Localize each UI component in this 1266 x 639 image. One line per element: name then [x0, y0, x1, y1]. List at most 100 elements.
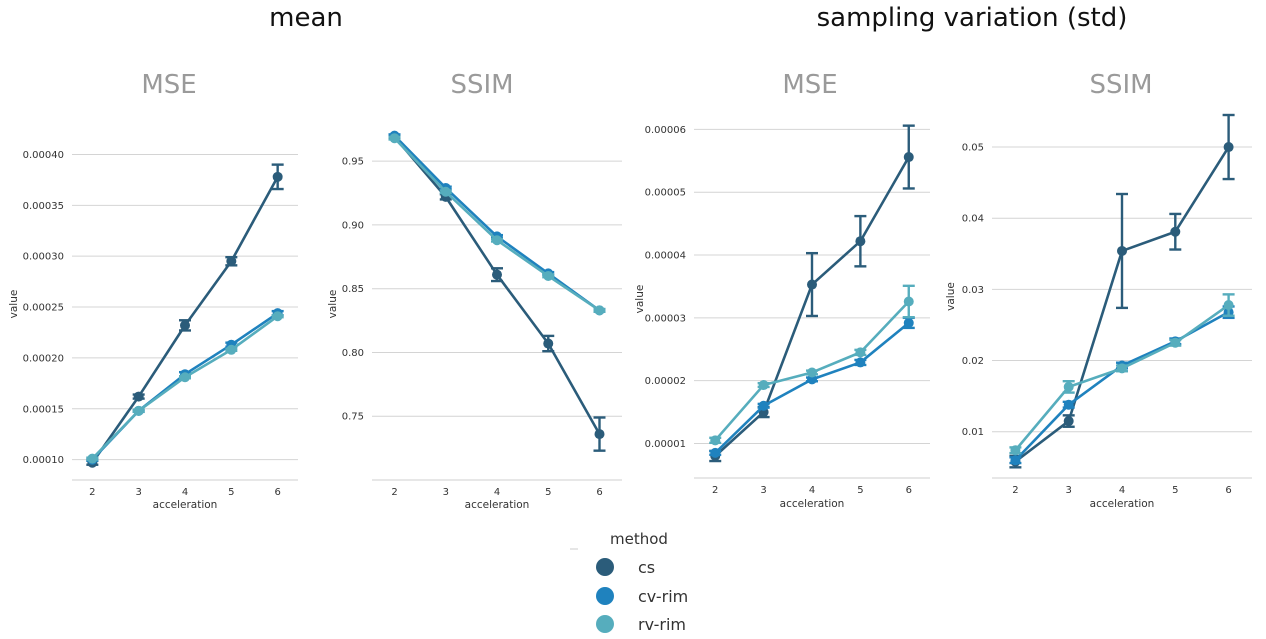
data-point-cs: [1117, 245, 1127, 256]
data-point-cs: [543, 338, 554, 349]
y-tick-label: 0.90: [342, 220, 364, 231]
data-point-cs: [226, 256, 237, 267]
series-rv-rim: [86, 311, 284, 464]
x-tick-label: 4: [494, 487, 500, 498]
series-rv-rim: [709, 284, 915, 446]
x-tick-label: 6: [1225, 485, 1231, 496]
y-axis-label: value: [945, 282, 957, 311]
series-cv-rim: [388, 130, 606, 316]
data-point-rv-rim: [594, 305, 605, 316]
x-axis-label: acceleration: [780, 498, 845, 510]
data-point-rv-rim: [226, 344, 237, 355]
data-point-rv-rim: [492, 235, 502, 246]
x-tick-label: 3: [135, 487, 141, 498]
data-point-cv-rim: [710, 447, 721, 458]
group-title-mean: mean: [269, 3, 343, 33]
data-point-rv-rim: [87, 453, 98, 464]
y-axis-label: value: [634, 285, 646, 314]
data-point-cv-rim: [1063, 399, 1074, 410]
y-tick-label: 0.80: [342, 348, 364, 359]
x-tick-label: 5: [857, 485, 863, 496]
data-point-rv-rim: [133, 405, 144, 416]
data-point-cs: [133, 391, 144, 402]
data-point-cv-rim: [855, 357, 866, 368]
data-point-rv-rim: [710, 435, 721, 446]
series-line-cv-rim: [714, 321, 910, 454]
x-tick-label: 3: [1066, 485, 1072, 496]
legend-marker-rv-rim: [596, 615, 614, 633]
data-point-cs: [903, 152, 914, 163]
x-tick-label: 6: [596, 487, 602, 498]
chart-panel-1: MSE 0.00010 0.00015 0.00020 0.00025 0.00030 0.…: [8, 70, 298, 511]
data-point-rv-rim: [543, 270, 554, 281]
panel-title: MSE: [782, 70, 837, 100]
data-point-rv-rim: [1063, 381, 1074, 392]
y-tick-label: 0.95: [342, 157, 364, 168]
data-point-rv-rim: [807, 367, 817, 378]
data-point-rv-rim: [1010, 445, 1021, 456]
series-line-rv-rim: [91, 315, 279, 460]
x-tick-label: 5: [228, 487, 234, 498]
chart-panel-2: SSIM 0.75 0.80 0.85 0.90 0.95 2 3 4 5 6 acceleratio…: [327, 70, 622, 511]
legend-marker-cv-rim: [596, 587, 614, 605]
y-tick-label: 0.02: [962, 356, 984, 367]
panel-title: SSIM: [450, 70, 513, 100]
legend-marker-cs: [596, 558, 614, 576]
data-point-cv-rim: [903, 317, 914, 328]
data-point-cs: [594, 429, 605, 440]
x-tick-label: 5: [545, 487, 551, 498]
x-tick-label: 6: [906, 485, 912, 496]
y-tick-label: 0.00030: [23, 252, 64, 263]
series-rv-rim: [388, 133, 606, 316]
series-line-rv-rim: [393, 137, 601, 312]
y-tick-label: 0.04: [962, 214, 984, 225]
x-axis-label: acceleration: [1090, 498, 1155, 510]
y-tick-label: 0.75: [342, 412, 364, 423]
y-tick-label: 0.00040: [23, 150, 64, 161]
data-point-rv-rim: [272, 311, 283, 322]
x-tick-label: 3: [760, 485, 766, 496]
legend-label-cv-rim: cv-rim: [638, 587, 688, 606]
x-tick-label: 2: [1012, 485, 1018, 496]
y-tick-label: 0.00015: [23, 404, 64, 415]
y-tick-label: 0.00005: [645, 188, 686, 199]
y-tick-label: 0.05: [962, 143, 984, 154]
data-point-cv-rim: [807, 374, 817, 385]
data-point-cs: [807, 279, 817, 290]
x-tick-label: 5: [1172, 485, 1178, 496]
chart-panel-3: MSE 0.00001 0.00002 0.00003 0.00004 0.00005 0.…: [634, 70, 930, 510]
panel-title: MSE: [141, 70, 196, 100]
y-tick-label: 0.85: [342, 284, 364, 295]
y-tick-label: 0.00002: [645, 376, 686, 387]
series-cs: [1009, 113, 1235, 469]
chart-panels: MSE 0.00010 0.00015 0.00020 0.00025 0.00030 0.…: [8, 70, 1252, 511]
panel-title: SSIM: [1089, 70, 1152, 100]
series-line-cv-rim: [393, 134, 601, 312]
x-tick-label: 2: [712, 485, 718, 496]
y-tick-label: 0.00003: [645, 313, 686, 324]
y-tick-label: 0.03: [962, 285, 984, 296]
data-point-cs: [1223, 142, 1234, 153]
y-tick-label: 0.00001: [645, 439, 686, 450]
data-point-cs: [855, 236, 866, 247]
legend-label-cs: cs: [638, 558, 655, 577]
legend-label-rv-rim: rv-rim: [638, 615, 686, 634]
legend-title: method: [610, 530, 668, 548]
data-point-cv-rim: [1010, 455, 1021, 466]
y-tick-label: 0.00035: [23, 201, 64, 212]
data-point-rv-rim: [180, 372, 190, 383]
x-tick-label: 2: [391, 487, 397, 498]
y-tick-label: 0.00020: [23, 353, 64, 364]
data-point-cv-rim: [758, 400, 769, 411]
x-axis-label: acceleration: [465, 499, 530, 511]
x-tick-label: 3: [443, 487, 449, 498]
y-tick-label: 0.00006: [645, 125, 686, 136]
x-tick-label: 2: [89, 487, 95, 498]
series-cv-rim: [709, 316, 915, 458]
y-tick-label: 0.00010: [23, 455, 64, 466]
data-point-rv-rim: [1223, 300, 1234, 311]
data-point-cs: [272, 171, 283, 182]
y-tick-label: 0.00004: [645, 251, 686, 262]
x-tick-label: 6: [274, 487, 280, 498]
